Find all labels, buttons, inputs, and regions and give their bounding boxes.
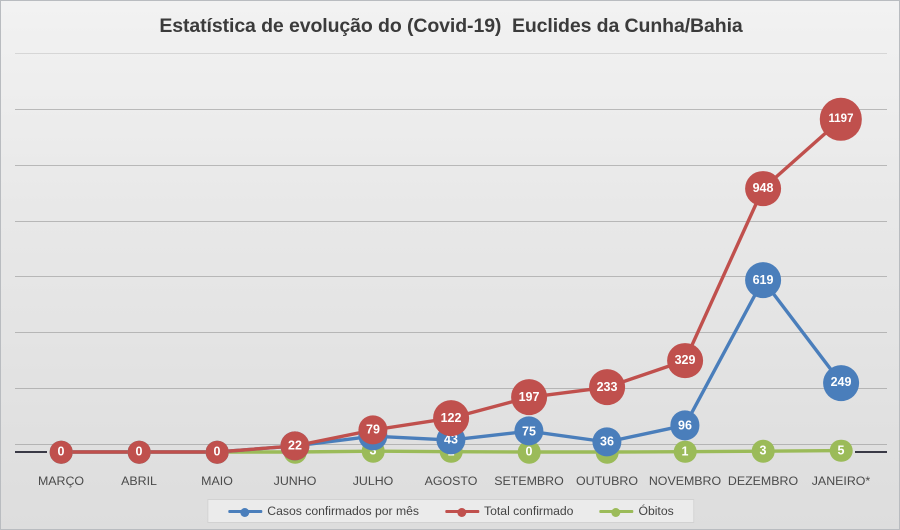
x-axis-tick-label: ABRIL — [121, 474, 157, 488]
gridline — [15, 276, 887, 278]
legend-swatch-green-icon — [599, 506, 634, 517]
legend-label: Casos confirmados por mês — [267, 504, 420, 518]
x-axis-tick-label: OUTUBRO — [576, 474, 638, 488]
data-point-marker: 619 — [745, 262, 781, 298]
data-point-marker: 0 — [49, 440, 73, 464]
legend-swatch-blue-icon — [228, 506, 263, 517]
gridline — [15, 53, 887, 54]
data-point-marker: 249 — [823, 364, 859, 401]
gridline — [15, 332, 887, 334]
chart-title: Estatística de evolução do (Covid-19) Eu… — [159, 15, 743, 37]
axis-baseline — [855, 451, 887, 453]
series-lines — [59, 117, 843, 454]
x-axis-tick-label: NOVEMBRO — [648, 474, 722, 488]
data-point-marker: 0 — [205, 440, 229, 464]
data-point-marker: 75 — [514, 416, 544, 446]
gridline — [15, 220, 887, 222]
data-point-marker: 1197 — [819, 98, 863, 141]
legend-swatch-red-icon — [445, 506, 480, 517]
gridline — [15, 388, 887, 390]
legend-label: Total confirmado — [484, 504, 574, 518]
data-point-marker: 197 — [511, 379, 547, 416]
data-point-marker: 1 — [673, 440, 697, 464]
x-axis-tick-label: MAIO — [201, 474, 233, 488]
data-point-marker: 233 — [589, 369, 625, 406]
plot-area: 0000310013500022574375369661924900022791… — [15, 53, 887, 464]
data-point-marker: 96 — [670, 410, 700, 440]
x-axis-tick-label: JUNHO — [273, 474, 317, 488]
x-axis-tick-label: JANEIRO* — [811, 474, 871, 488]
gridline — [15, 164, 887, 166]
data-point-marker: 3 — [751, 439, 775, 463]
data-point-marker: 22 — [280, 431, 310, 461]
data-point-marker: 0 — [517, 440, 541, 464]
gridline — [15, 108, 887, 110]
data-point-marker: 79 — [358, 415, 388, 445]
data-point-marker: 5 — [829, 439, 853, 462]
legend-item[interactable]: Óbitos — [599, 504, 674, 518]
x-axis-tick-label: AGOSTO — [424, 474, 478, 488]
legend-item[interactable]: Total confirmado — [445, 504, 573, 518]
data-point-marker: 36 — [592, 427, 622, 457]
legend-label: Óbitos — [638, 504, 674, 518]
x-axis-tick-label: DEZEMBRO — [727, 474, 799, 488]
data-point-marker: 0 — [127, 440, 151, 464]
axis-baseline — [15, 451, 47, 453]
x-axis-labels: MARÇO ABRIL MAIO JUNHO JULHO AGOSTO SETEMBRO OU… — [15, 474, 887, 494]
x-axis-tick-label: SETEMBRO — [494, 474, 564, 488]
data-point-marker: 948 — [745, 170, 781, 207]
x-axis-tick-label: MARÇO — [37, 474, 85, 488]
x-axis-tick-label: JULHO — [352, 474, 394, 488]
data-point-marker: 122 — [433, 400, 469, 436]
legend-item[interactable]: Casos confirmados por mês — [228, 504, 419, 518]
chart-legend: Casos confirmados por mês Total confirmad… — [207, 499, 695, 523]
data-point-marker: 329 — [667, 342, 703, 379]
